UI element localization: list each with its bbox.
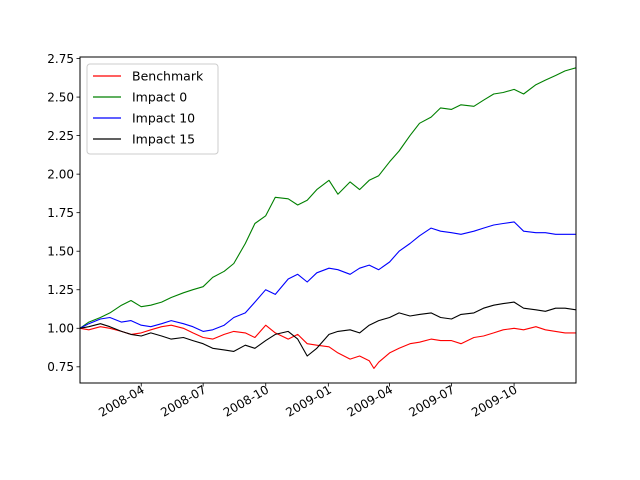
y-tick-label: 2.50	[47, 90, 74, 104]
y-tick-label: 1.00	[47, 322, 74, 336]
series-line-benchmark	[80, 324, 576, 369]
y-tick-label: 2.00	[47, 167, 74, 181]
y-tick-label: 0.75	[47, 360, 74, 374]
y-tick-label: 1.25	[47, 283, 74, 297]
y-tick-label: 1.75	[47, 206, 74, 220]
series-line-impact-0	[80, 67, 576, 329]
legend-box	[86, 63, 219, 155]
series-layer	[80, 67, 576, 369]
legend-label: Impact 0	[132, 90, 187, 105]
y-tick-label: 2.75	[47, 52, 74, 66]
legend-label: Benchmark	[132, 69, 204, 84]
series-line-impact-15	[80, 301, 576, 357]
legend-label: Impact 10	[132, 111, 195, 126]
y-tick-label: 2.25	[47, 129, 74, 143]
legend-label: Impact 15	[132, 132, 195, 147]
y-tick-label: 1.50	[47, 245, 74, 259]
y-axis: 0.75 1.00 1.25 1.50 1.75 2.00 2.25 2.50 2.75	[47, 52, 80, 374]
series-line-impact-10	[80, 221, 576, 332]
legend: Benchmark Impact 0 Impact 10 Impact 15	[86, 63, 219, 155]
